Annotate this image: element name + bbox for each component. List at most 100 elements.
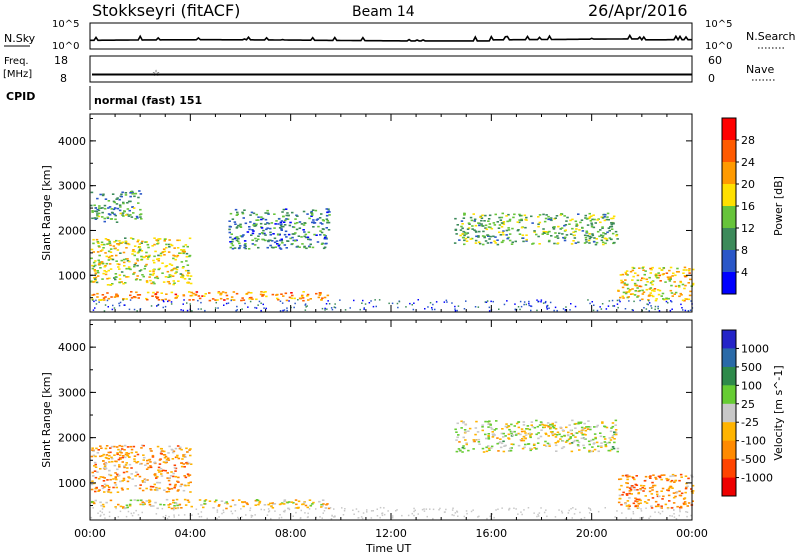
echo-cell <box>323 510 326 512</box>
echo-cell <box>166 517 169 520</box>
echo-cell <box>579 511 581 514</box>
y-axis-title: Slant Range [km] <box>40 165 53 261</box>
echo-cell <box>397 306 399 309</box>
echo-cell <box>567 431 570 434</box>
echo-cell <box>156 445 160 448</box>
echo-cell <box>97 242 100 244</box>
echo-cell <box>650 493 654 495</box>
echo-cell <box>114 295 118 297</box>
echo-cell <box>142 503 145 506</box>
echo-cell <box>574 422 578 425</box>
echo-cell <box>106 216 109 219</box>
echo-cell <box>613 441 616 444</box>
echo-cell <box>92 293 96 296</box>
echo-cell <box>473 220 476 222</box>
echo-cell <box>483 220 486 222</box>
echo-cell <box>317 225 320 228</box>
echo-cell <box>600 239 604 242</box>
echo-cell <box>97 245 101 247</box>
echo-cell <box>307 512 309 515</box>
echo-cell <box>282 295 285 297</box>
echo-cell <box>497 508 499 510</box>
echo-cell <box>99 510 102 512</box>
echo-cell <box>287 214 290 217</box>
echo-cell <box>118 278 122 280</box>
echo-cell <box>333 508 335 510</box>
echo-cell <box>424 308 426 310</box>
echo-cell <box>112 486 115 489</box>
echo-cell <box>293 297 296 300</box>
echo-cell <box>230 296 234 298</box>
echo-cell <box>679 505 683 508</box>
echo-cell <box>679 280 682 283</box>
echo-cell <box>114 472 117 474</box>
echo-cell <box>200 504 203 506</box>
echo-cell <box>113 464 117 467</box>
echo-cell <box>300 223 304 225</box>
echo-cell <box>522 424 526 426</box>
echo-cell <box>225 302 228 305</box>
echo-cell <box>183 498 187 501</box>
echo-cell <box>586 234 589 237</box>
echo-cell <box>621 295 625 298</box>
echo-cell <box>413 507 415 510</box>
echo-cell <box>163 489 166 491</box>
echo-cell <box>612 447 616 450</box>
echo-cell <box>249 300 252 303</box>
echo-cell <box>325 507 327 509</box>
echo-cell <box>295 503 298 506</box>
echo-cell <box>135 509 137 512</box>
echo-cell <box>282 309 284 312</box>
echo-cell <box>650 507 654 509</box>
echo-cell <box>319 222 322 224</box>
echo-cell <box>237 247 241 250</box>
echo-cell <box>279 300 282 302</box>
echo-cell <box>91 267 95 270</box>
echo-cell <box>116 295 119 297</box>
echo-cell <box>525 428 528 430</box>
echo-cell <box>669 278 672 280</box>
echo-cell <box>429 302 432 304</box>
echo-cell <box>540 299 543 301</box>
echo-cell <box>682 503 686 506</box>
echo-cell <box>489 226 492 229</box>
echo-cell <box>599 221 602 224</box>
echo-cell <box>262 291 266 294</box>
echo-cell <box>97 512 99 514</box>
echo-cell <box>103 265 106 268</box>
echo-cell <box>235 292 239 295</box>
echo-cell <box>574 305 577 308</box>
echo-cell <box>146 243 150 246</box>
echo-cell <box>198 499 202 501</box>
echo-cell <box>613 241 616 244</box>
echo-cell <box>502 223 506 226</box>
echo-cell <box>98 299 101 301</box>
echo-cell <box>569 309 571 311</box>
echo-cell <box>157 304 159 306</box>
echo-cell <box>103 270 106 272</box>
echo-cell <box>156 305 158 307</box>
echo-cell <box>658 495 661 498</box>
echo-cell <box>286 240 289 242</box>
echo-cell <box>667 507 669 510</box>
echo-cell <box>188 255 191 258</box>
echo-cell <box>452 507 454 509</box>
echo-cell <box>208 500 212 502</box>
echo-cell <box>644 475 648 478</box>
echo-cell <box>312 501 315 504</box>
echo-cell <box>508 239 512 242</box>
echo-cell <box>151 454 155 457</box>
echo-cell <box>520 218 523 221</box>
echo-cell <box>512 216 515 219</box>
echo-cell <box>184 476 188 479</box>
echo-cell <box>186 463 189 465</box>
echo-cell <box>378 299 381 301</box>
echo-cell <box>175 271 178 273</box>
echo-cell <box>665 297 668 300</box>
echo-cell <box>108 255 112 258</box>
echo-cell <box>619 296 622 299</box>
echo-cell <box>119 480 122 483</box>
echo-cell <box>524 226 527 229</box>
echo-cell <box>168 274 171 276</box>
echo-cell <box>285 214 288 217</box>
